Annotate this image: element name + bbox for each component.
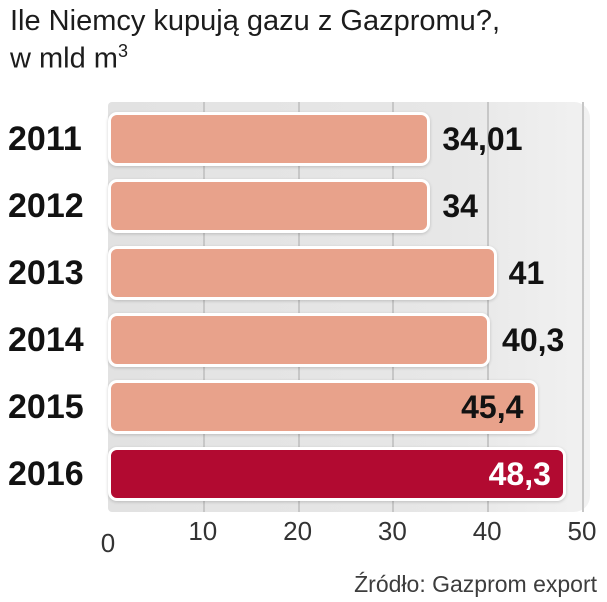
bar-track: 48,3	[108, 447, 582, 502]
year-label: 2014	[8, 320, 84, 359]
value-label: 48,3	[488, 455, 551, 492]
x-tick-0: 0	[100, 527, 116, 558]
plot-background	[108, 101, 590, 512]
value-label: 40,3	[502, 321, 565, 358]
x-tick-40: 40	[472, 515, 502, 546]
bar	[108, 179, 431, 234]
chart-title-line1: Ile Niemcy kupują gazu z Gazpromu?,	[10, 5, 500, 37]
bar	[108, 112, 431, 167]
gridline-50	[582, 101, 584, 512]
year-label: 2011	[8, 119, 82, 158]
bar-chart: 2011 34,01 2012 34 2013 41 2014 40,3 2015 45,4 201…	[0, 101, 607, 562]
chart-row-2012: 2012 34	[0, 175, 607, 237]
x-tick-10: 10	[188, 515, 218, 546]
gridline-40	[487, 101, 490, 512]
gridline-10	[202, 101, 205, 512]
bar	[108, 246, 497, 301]
bar-track: 45,4	[108, 380, 582, 435]
x-tick-30: 30	[377, 515, 407, 546]
year-label: 2016	[8, 454, 84, 493]
chart-unit-text: w mld m	[10, 42, 118, 75]
value-label: 34	[442, 187, 478, 224]
chart-unit-superscript: 3	[117, 40, 128, 61]
chart-row-2014: 2014 40,3	[0, 309, 607, 371]
bar-track: 41	[108, 246, 582, 301]
gridline-20	[297, 101, 300, 512]
chart-title: Ile Niemcy kupują gazu z Gazpromu?, w ml…	[0, 0, 607, 78]
gridline-30	[392, 101, 395, 512]
chart-row-2013: 2013 41	[0, 242, 607, 304]
bar: 45,4	[108, 380, 539, 435]
chart-row-2011: 2011 34,01	[0, 108, 607, 170]
value-label: 34,01	[442, 120, 523, 157]
year-label: 2012	[8, 186, 84, 225]
x-axis: 0 10 20 30 40 50	[0, 512, 607, 562]
chart-row-2016: 2016 48,3	[0, 443, 607, 505]
year-label: 2013	[8, 253, 84, 292]
x-tick-20: 20	[283, 515, 313, 546]
source-credit: Źródło: Gazprom export	[354, 571, 597, 597]
value-label: 45,4	[461, 388, 524, 425]
chart-row-2015: 2015 45,4	[0, 376, 607, 438]
bar-highlighted: 48,3	[108, 447, 566, 502]
bar	[108, 313, 491, 368]
bar-track: 40,3	[108, 313, 582, 368]
bar-rows: 2011 34,01 2012 34 2013 41 2014 40,3 2015 45,4 201…	[0, 102, 607, 512]
x-tick-50: 50	[567, 515, 597, 546]
chart-title-line2: w mld m3	[10, 40, 595, 78]
bar-track: 34,01	[108, 112, 582, 167]
year-label: 2015	[8, 387, 84, 426]
value-label: 41	[508, 254, 545, 291]
bar-track: 34	[108, 179, 582, 234]
